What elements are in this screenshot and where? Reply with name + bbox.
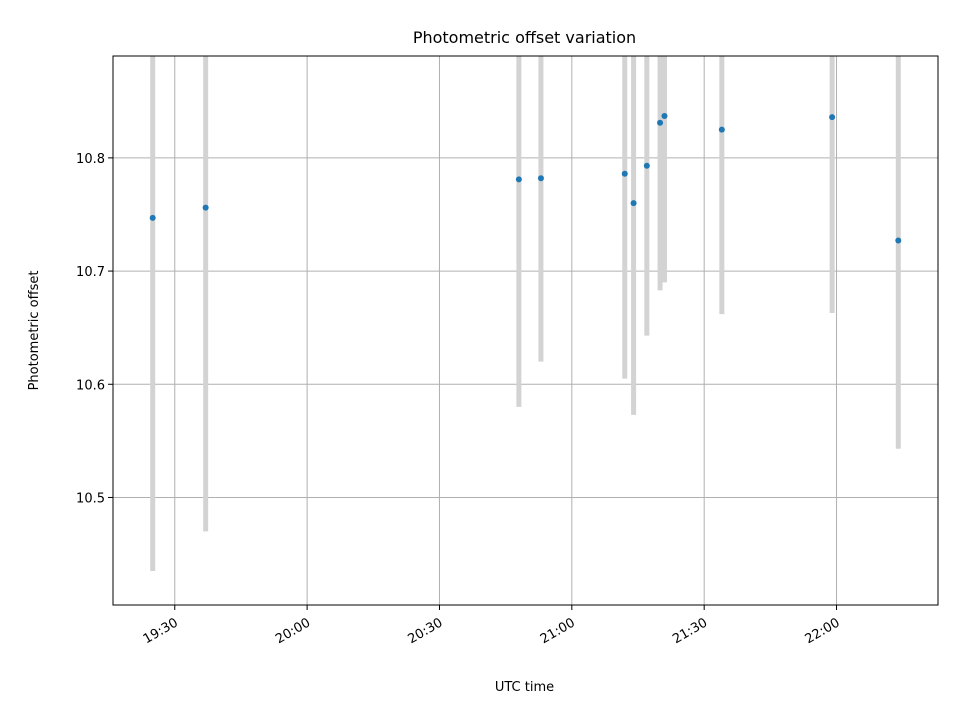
y-tick-label: 10.5 — [76, 491, 105, 506]
data-point — [537, 175, 544, 182]
y-axis-label: Photometric offset — [27, 271, 42, 391]
chart-title: Photometric offset variation — [413, 28, 636, 47]
data-point — [661, 112, 668, 119]
y-tick-label: 10.7 — [76, 265, 105, 280]
data-points — [149, 112, 902, 244]
grid — [113, 56, 938, 605]
data-point — [149, 214, 156, 221]
y-tick-label: 10.6 — [76, 378, 105, 393]
error-bars — [150, 56, 901, 572]
data-point — [621, 170, 628, 177]
y-axis: 10.5 10.6 10.7 10.8 — [76, 152, 113, 506]
data-point — [515, 176, 522, 183]
data-point — [657, 119, 664, 126]
y-tick-label: 10.8 — [76, 152, 105, 167]
data-point — [718, 126, 725, 133]
data-point — [643, 162, 650, 169]
plot-frame — [112, 55, 939, 606]
data-point — [895, 237, 902, 244]
x-axis-label: UTC time — [495, 680, 554, 695]
data-point — [630, 200, 637, 207]
data-point — [829, 114, 836, 121]
data-point — [202, 204, 209, 211]
